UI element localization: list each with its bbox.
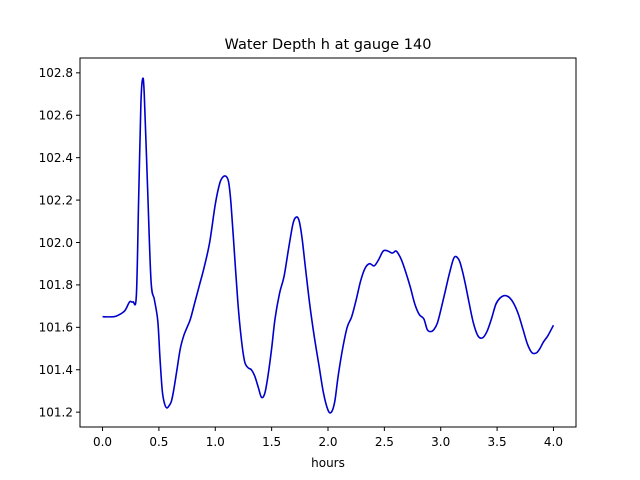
- y-tick-label: 101.6: [39, 321, 73, 335]
- x-tick-label: 1.0: [206, 435, 225, 449]
- x-tick-label: 2.0: [318, 435, 337, 449]
- y-tick-label: 102.8: [39, 66, 73, 80]
- x-tick-label: 0.5: [149, 435, 168, 449]
- y-axis-ticks: 101.2 101.4 101.6 101.8 102.0 102.2 102.4 102.6…: [39, 66, 80, 419]
- y-tick-label: 102.2: [39, 193, 73, 207]
- x-tick-label: 3.0: [431, 435, 450, 449]
- x-tick-label: 3.5: [488, 435, 507, 449]
- y-tick-label: 101.8: [39, 278, 73, 292]
- x-tick-label: 2.5: [375, 435, 394, 449]
- x-tick-label: 1.5: [262, 435, 281, 449]
- x-axis-ticks: 0.0 0.5 1.0 1.5 2.0 2.5 3.0 3.5 4.0: [93, 427, 563, 449]
- x-axis-label: hours: [311, 456, 345, 470]
- y-tick-label: 102.4: [39, 151, 73, 165]
- y-tick-label: 102.6: [39, 109, 73, 123]
- x-tick-label: 4.0: [544, 435, 563, 449]
- series-line: [102, 77, 555, 414]
- y-tick-label: 102.0: [39, 236, 73, 250]
- x-tick-label: 0.0: [93, 435, 112, 449]
- y-tick-label: 101.2: [39, 405, 73, 419]
- chart-title: Water Depth h at gauge 140: [225, 37, 432, 53]
- plot-frame: [79, 57, 577, 428]
- y-tick-label: 101.4: [39, 363, 73, 377]
